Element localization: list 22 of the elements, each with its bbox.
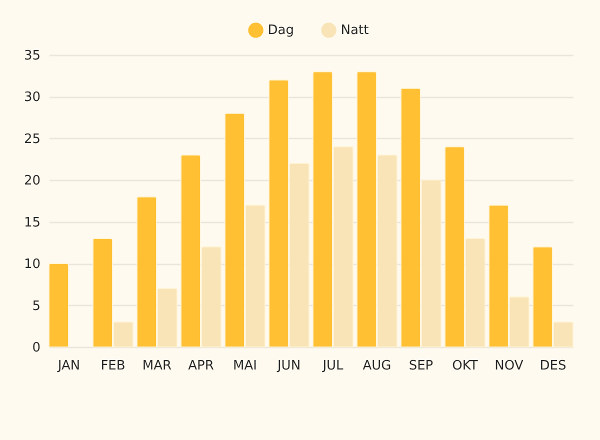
x-tick-label: SEP xyxy=(408,358,434,374)
x-tick-label: JUL xyxy=(322,358,344,374)
legend-label: Natt xyxy=(340,23,369,38)
y-tick-label: 5 xyxy=(32,298,40,314)
y-tick-label: 30 xyxy=(24,90,40,106)
x-tick-label: FEB xyxy=(100,358,126,374)
x-tick-label: JAN xyxy=(56,358,80,374)
x-tick-label: NOV xyxy=(494,358,524,374)
x-tick-label: AUG xyxy=(362,358,392,374)
y-tick-label: 35 xyxy=(24,48,40,64)
y-tick-label: 15 xyxy=(24,215,40,230)
x-tick-label: MAI xyxy=(233,358,257,374)
y-tick-label: 0 xyxy=(32,340,40,356)
x-tick-label: MAR xyxy=(142,358,172,374)
y-tick-label: 20 xyxy=(24,174,40,189)
x-tick-label: APR xyxy=(188,358,214,374)
y-tick-label: 25 xyxy=(24,132,40,147)
x-tick-label: DES xyxy=(540,358,566,374)
x-tick-label: JUN xyxy=(276,358,301,374)
x-tick-label: OKT xyxy=(452,358,478,374)
legend-label: Dag xyxy=(268,23,294,38)
y-tick-label: 10 xyxy=(24,257,40,272)
